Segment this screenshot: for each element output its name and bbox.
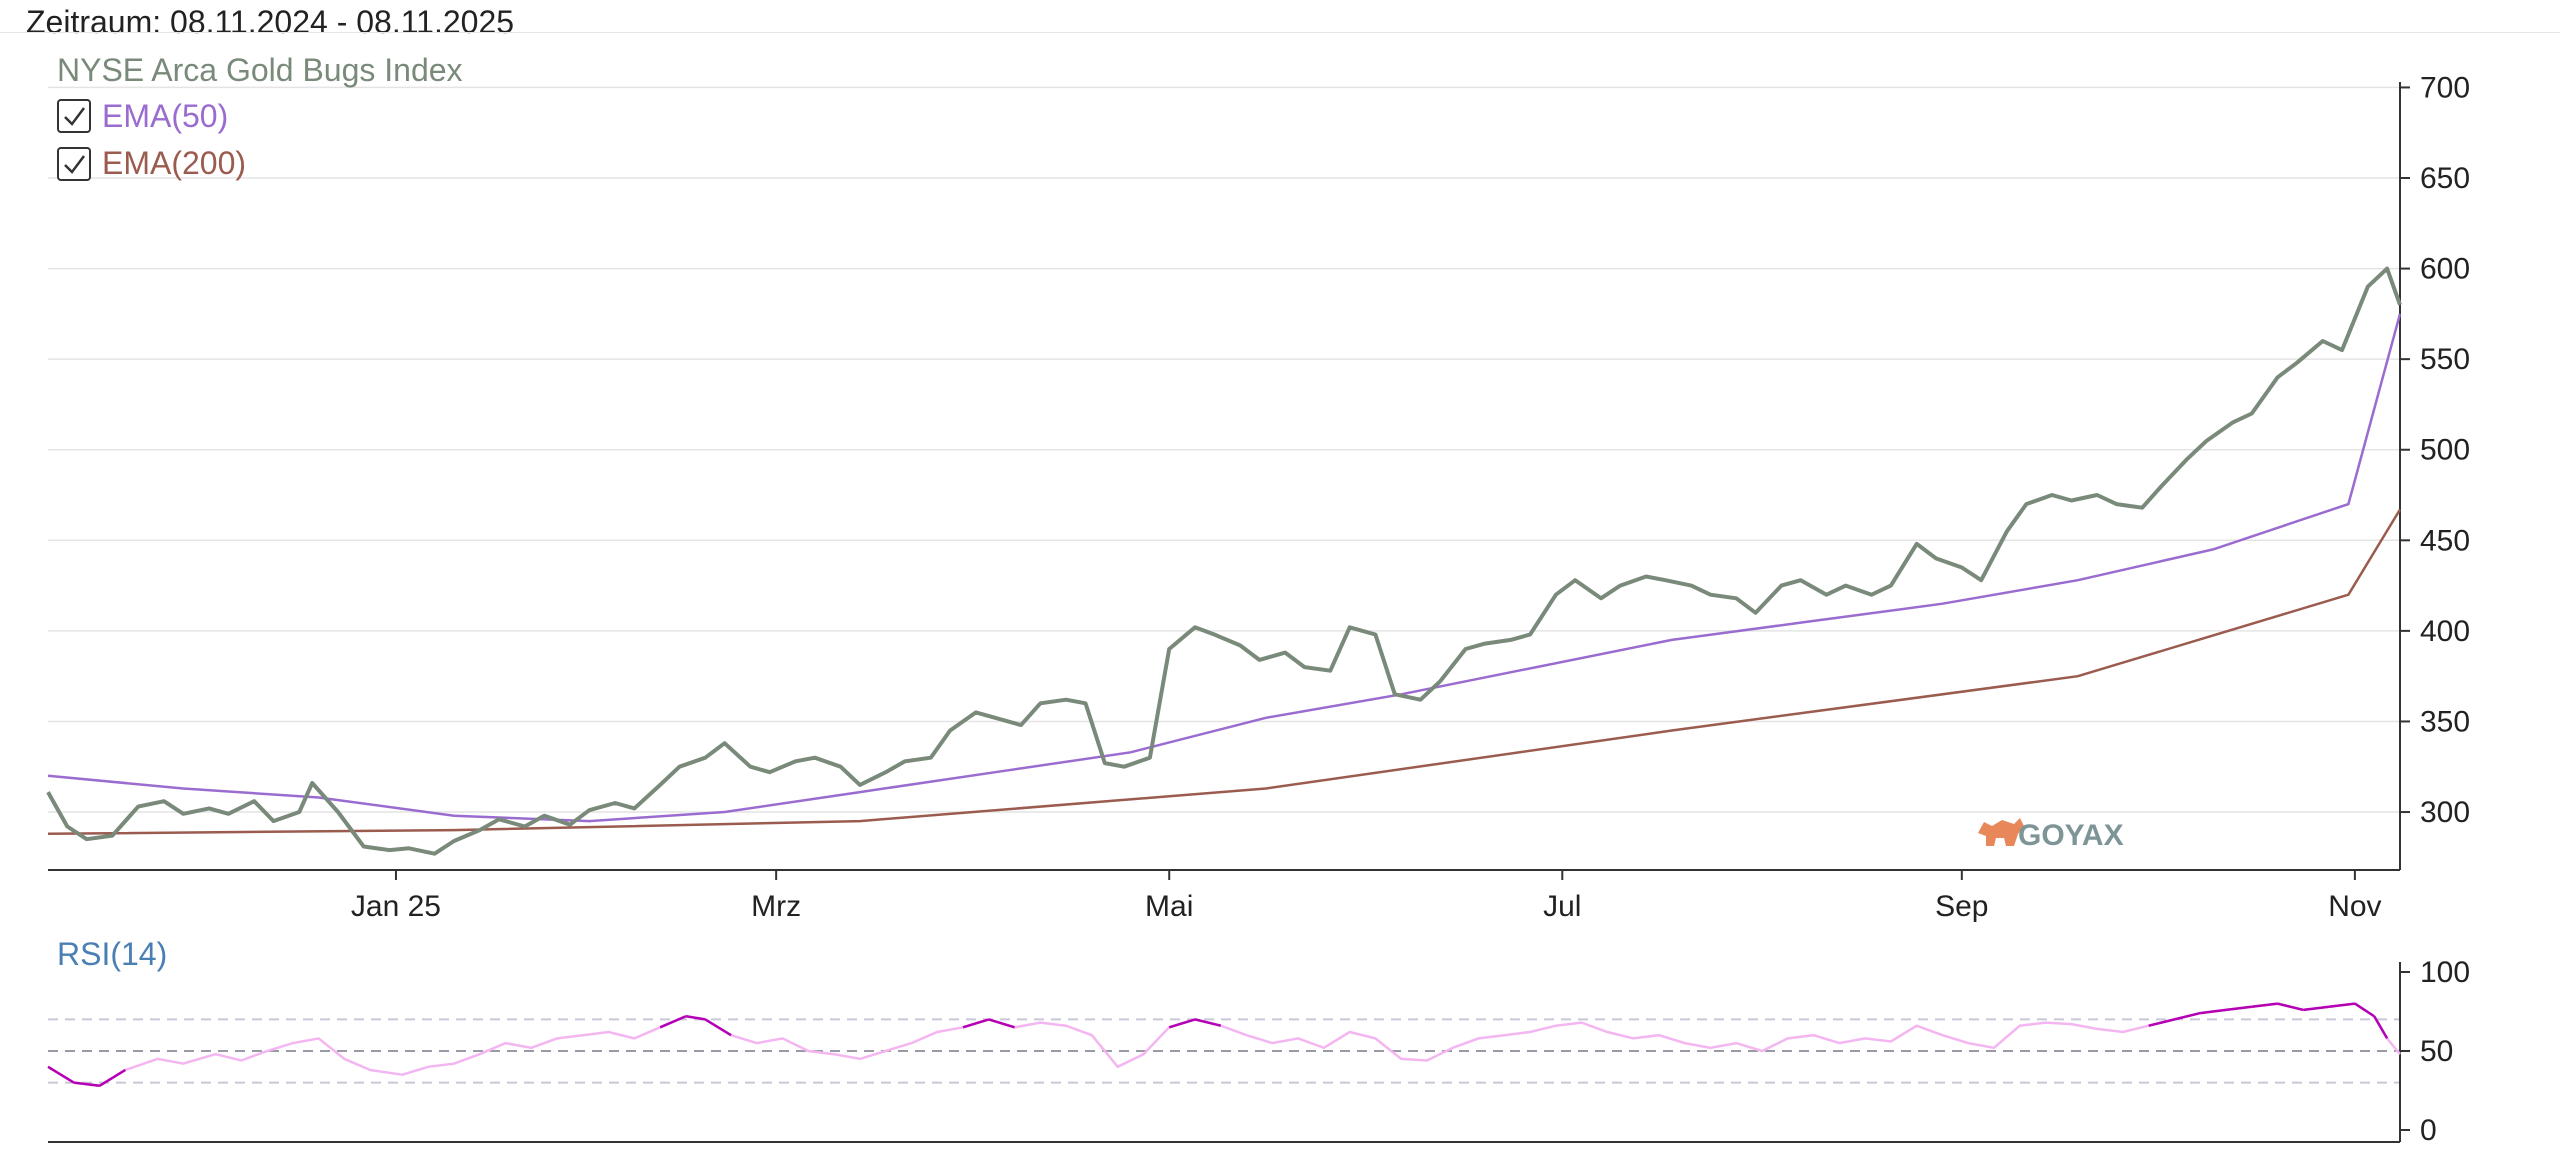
rsi-extreme-segment <box>2200 1008 2227 1015</box>
y-tick-label-400: 400 <box>2420 615 2470 648</box>
rsi-extreme-segment <box>2303 1005 2330 1012</box>
rsi-extreme-segment <box>704 1018 732 1037</box>
ema50-checkbox[interactable] <box>57 99 91 133</box>
rsi-title: RSI(14) <box>57 936 167 972</box>
rsi-series <box>47 1002 2401 1088</box>
rsi-extreme-segment <box>2277 1002 2304 1012</box>
chart-title: NYSE Arca Gold Bugs Index <box>57 52 463 88</box>
rsi-tick-label-0: 0 <box>2420 1114 2437 1147</box>
series-line-ema200 <box>47 508 2402 836</box>
rsi-extreme-segment <box>962 1018 990 1029</box>
bull-icon <box>1978 818 2024 846</box>
x-tick-label: Mrz <box>751 890 801 923</box>
main-gridlines <box>48 86 2400 813</box>
rsi-extreme-segment <box>47 1065 75 1084</box>
rsi-extreme-segment <box>2328 1002 2356 1009</box>
rsi-extreme-segment <box>73 1081 100 1088</box>
checkmark-icon <box>64 155 85 174</box>
rsi-extreme-segment <box>2174 1011 2201 1021</box>
x-tick-label: Jan 25 <box>351 890 441 923</box>
rsi-extreme-segment <box>988 1018 1015 1029</box>
rsi-extreme-segment <box>2373 1015 2389 1039</box>
main-y-ticks: 300 350 400 450 500 550 600 650 700 <box>2400 71 2470 829</box>
ema50-legend-label: EMA(50) <box>102 98 228 134</box>
goyax-logo-text: GOYAX <box>2018 819 2124 852</box>
y-tick-label-650: 650 <box>2420 162 2470 195</box>
zeitraum-label: Zeitraum: 08.11.2024 - 08.11.2025 <box>26 4 515 40</box>
rsi-tick-label-100: 100 <box>2420 956 2470 989</box>
y-tick-label-300: 300 <box>2420 796 2470 829</box>
x-tick-label: Jul <box>1543 890 1581 923</box>
series-line-ema50 <box>47 313 2402 823</box>
y-tick-label-350: 350 <box>2420 705 2470 738</box>
goyax-logo: GOYAX <box>1978 818 2124 852</box>
x-tick-label: Mai <box>1145 890 1193 923</box>
rsi-line <box>47 1002 2401 1088</box>
rsi-extreme-segment <box>2251 1002 2278 1009</box>
x-tick-label: Nov <box>2328 890 2381 923</box>
rsi-extreme-segment <box>98 1068 126 1087</box>
series-line-price <box>46 266 2402 856</box>
checkmark-icon <box>64 107 85 126</box>
ema200-legend-label: EMA(200) <box>102 145 246 181</box>
x-tick-label: Sep <box>1935 890 1988 923</box>
rsi-extreme-segment <box>1168 1018 1196 1029</box>
main-x-ticks: Jan 25 Mrz Mai Jul Sep Nov <box>351 870 2382 923</box>
ema200-checkbox[interactable] <box>57 147 91 181</box>
rsi-extreme-segment <box>2148 1018 2175 1027</box>
rsi-extreme-segment <box>659 1015 687 1029</box>
y-tick-label-500: 500 <box>2420 434 2470 467</box>
rsi-extreme-segment <box>685 1015 706 1021</box>
rsi-tick-label-50: 50 <box>2420 1035 2453 1068</box>
y-tick-label-450: 450 <box>2420 524 2470 557</box>
y-tick-label-550: 550 <box>2420 343 2470 376</box>
rsi-extreme-segment <box>1194 1018 1222 1027</box>
y-tick-label-600: 600 <box>2420 253 2470 286</box>
y-tick-label-700: 700 <box>2420 71 2470 104</box>
legend-item-ema200[interactable]: EMA(200) <box>57 145 246 181</box>
rsi-y-ticks: 0 50 100 <box>2400 956 2470 1147</box>
header-divider <box>0 32 2560 33</box>
main-series <box>46 266 2402 856</box>
rsi-extreme-segment <box>2225 1005 2252 1012</box>
rsi-reference-lines <box>48 1018 2400 1084</box>
rsi-extreme-segment <box>2354 1002 2375 1018</box>
legend-item-ema50[interactable]: EMA(50) <box>57 98 228 134</box>
